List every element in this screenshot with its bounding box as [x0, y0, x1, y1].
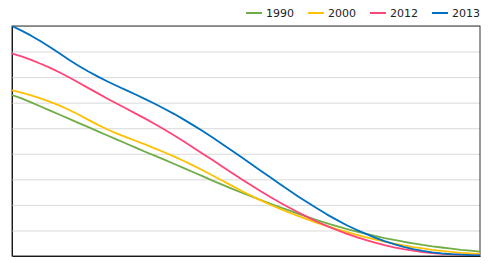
y-tick — [12, 205, 480, 206]
series-line — [12, 26, 480, 255]
series-line — [12, 54, 480, 256]
legend-label: 2000 — [328, 7, 356, 20]
grid-line — [12, 128, 480, 129]
legend-label: 1990 — [266, 7, 294, 20]
legend-swatch — [308, 12, 324, 14]
chart: 1990 2000 2012 2013 — [0, 0, 492, 266]
lines — [12, 26, 480, 255]
legend-item: 2012 — [370, 7, 418, 20]
grid-line — [12, 230, 480, 231]
legend-swatch — [370, 12, 386, 14]
y-tick — [12, 179, 480, 180]
grid-line — [12, 154, 480, 155]
grid-line — [12, 77, 480, 78]
series-line — [12, 90, 480, 254]
legend-label: 2012 — [390, 7, 418, 20]
grid-line — [12, 52, 480, 53]
grid-line — [12, 205, 480, 206]
grid-line — [12, 103, 480, 104]
grid-line — [12, 179, 480, 180]
y-tick — [12, 103, 480, 104]
y-axis-line — [13, 27, 481, 257]
legend-item: 2013 — [432, 7, 480, 20]
y-tick — [12, 230, 480, 231]
y-tick — [12, 52, 480, 53]
plot-frame — [12, 26, 480, 256]
y-tick — [12, 154, 480, 155]
series-line — [12, 95, 480, 252]
legend-item: 1990 — [246, 7, 294, 20]
legend-swatch — [246, 12, 262, 14]
legend: 1990 2000 2012 2013 — [246, 7, 480, 20]
plot — [12, 26, 481, 257]
legend-label: 2013 — [452, 7, 480, 20]
y-tick — [12, 77, 480, 78]
y-tick — [12, 128, 480, 129]
legend-swatch — [432, 12, 448, 14]
legend-item: 2000 — [308, 7, 356, 20]
y-axis — [12, 27, 480, 257]
